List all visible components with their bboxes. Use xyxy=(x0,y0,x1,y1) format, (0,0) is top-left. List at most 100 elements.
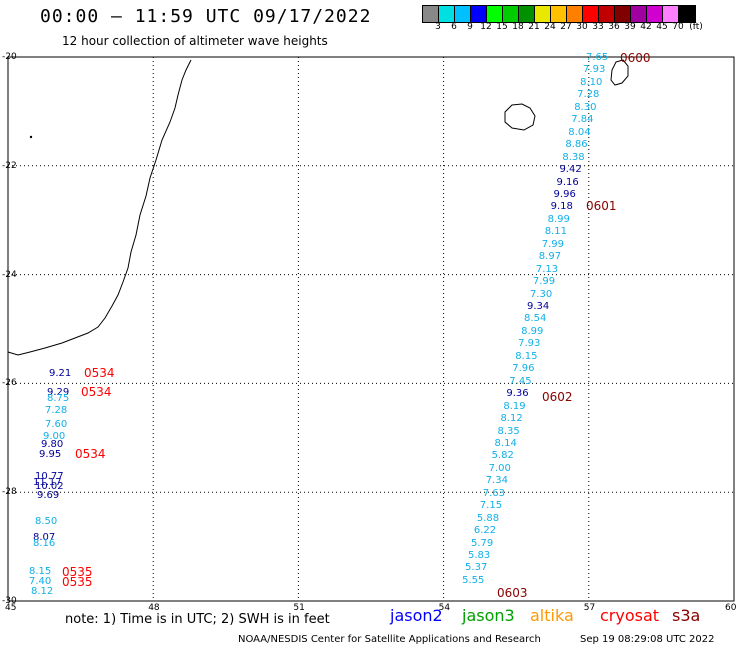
wave-height-label: 9.69 xyxy=(37,490,60,501)
wave-height-label: 9.16 xyxy=(556,176,579,188)
wave-height-label: 7.15 xyxy=(479,500,503,512)
scale-label: 18 xyxy=(512,22,524,32)
scale-label: 24 xyxy=(544,22,556,32)
wave-height-label: 7.84 xyxy=(571,114,594,126)
latitude-label: -20 xyxy=(2,52,17,62)
wave-height-label: 5.37 xyxy=(465,562,488,574)
scale-swatch xyxy=(455,6,471,22)
pass-time-label: 0535 xyxy=(62,565,93,579)
wave-height-label: 7.30 xyxy=(529,288,553,300)
scale-swatch xyxy=(519,6,535,22)
scale-swatch xyxy=(583,6,599,22)
scale-label: 6 xyxy=(451,22,457,32)
scale-label: (ft) xyxy=(689,22,703,32)
footer-credit: NOAA/NESDIS Center for Satellite Applica… xyxy=(238,634,541,645)
latitude-label: -28 xyxy=(2,487,17,498)
scale-swatch xyxy=(471,6,487,22)
wave-height-label: 5.79 xyxy=(470,537,494,549)
wave-height-label: 8.97 xyxy=(538,251,562,263)
wave-height-label: 8.07 xyxy=(33,532,56,543)
pass-time-label: 0602 xyxy=(542,390,573,404)
wave-height-label: 7.45 xyxy=(509,375,532,387)
latitude-label: -30 xyxy=(2,596,17,606)
satellite-legend-item: cryosat xyxy=(600,606,660,625)
scale-label: 36 xyxy=(608,22,620,32)
scale-swatch xyxy=(679,6,695,22)
scale-label: 39 xyxy=(624,22,636,32)
pass-time-label: 0534 xyxy=(81,385,112,399)
pass-time-label: 0534 xyxy=(84,366,115,380)
wave-height-label: 8.86 xyxy=(565,139,588,151)
scale-label: 27 xyxy=(560,22,572,32)
wave-height-label: 11.17 xyxy=(33,477,62,488)
pass-time-label: 0601 xyxy=(586,199,617,213)
wave-height-label: 7.65 xyxy=(586,52,609,63)
footer-timestamp: Sep 19 08:29:08 UTC 2022 xyxy=(580,634,715,645)
wave-height-label: 7.28 xyxy=(577,89,600,101)
wave-height-label: 7.63 xyxy=(482,487,506,499)
latitude-label: -24 xyxy=(2,269,17,280)
wave-height-label: 8.30 xyxy=(574,101,597,113)
scale-label: 30 xyxy=(576,22,588,32)
scale-swatch xyxy=(663,6,679,22)
wave-height-label: 10.02 xyxy=(35,481,64,492)
wave-height-label: 8.10 xyxy=(580,76,603,88)
wave-height-label: 8.15 xyxy=(515,350,538,362)
wave-height-map xyxy=(7,56,735,602)
scale-label: 42 xyxy=(640,22,652,32)
color-scale-labels: 3 6 9 12 15 18 21 24 27 30 33 36 39 42 45 70 (ft) xyxy=(422,22,740,34)
wave-height-label: 8.38 xyxy=(562,151,585,163)
longitude-label: 48 xyxy=(148,603,160,613)
scale-swatch xyxy=(615,6,631,22)
scale-swatch xyxy=(503,6,519,22)
wave-height-label: 9.36 xyxy=(506,388,529,400)
longitude-label: 54 xyxy=(438,603,451,613)
longitude-label: 45 xyxy=(5,603,17,613)
map-frame xyxy=(7,56,735,602)
wave-height-label: 8.16 xyxy=(33,538,56,549)
wave-height-color-scale xyxy=(422,5,696,23)
scale-label: 45 xyxy=(656,22,668,32)
map-title: 00:00 – 11:59 UTC 09/17/2022 xyxy=(40,6,372,27)
wave-height-label: 9.29 xyxy=(47,387,70,398)
reunion-island xyxy=(504,103,536,131)
scale-label: 21 xyxy=(528,22,540,32)
lat-lon-grid xyxy=(8,57,734,601)
wave-height-label: 8.35 xyxy=(497,425,520,437)
wave-height-label: 8.19 xyxy=(503,400,526,412)
wave-height-label: 7.60 xyxy=(45,419,68,430)
wave-height-label: 7.96 xyxy=(512,363,535,375)
wave-height-label: 8.12 xyxy=(31,586,54,597)
scale-swatch xyxy=(487,6,503,22)
scale-swatch xyxy=(535,6,551,22)
scale-label: 33 xyxy=(592,22,604,32)
small-islet xyxy=(29,135,33,139)
wave-height-label: 5.88 xyxy=(476,512,500,524)
wave-height-label: 7.93 xyxy=(583,64,606,76)
pass-time-label: 0603 xyxy=(497,586,528,600)
madagascar-coastline xyxy=(7,59,192,356)
scale-swatch xyxy=(423,6,439,22)
satellite-legend-item: s3a xyxy=(672,606,701,625)
wave-height-label: 7.99 xyxy=(541,238,565,250)
scale-swatch xyxy=(631,6,647,22)
wave-height-label: 9.80 xyxy=(41,439,64,450)
scale-label: 15 xyxy=(496,22,508,32)
wave-height-label: 5.83 xyxy=(468,550,491,561)
wave-height-label: 9.42 xyxy=(559,164,582,176)
wave-height-label: 8.75 xyxy=(47,393,70,404)
wave-height-label: 6.22 xyxy=(473,525,497,537)
wave-height-label: 7.00 xyxy=(488,462,511,474)
wave-height-label: 7.93 xyxy=(518,338,541,350)
footer-note: note: 1) Time is in UTC; 2) SWH is in fe… xyxy=(65,612,330,627)
scale-swatch xyxy=(647,6,663,22)
scale-swatch xyxy=(439,6,455,22)
wave-height-label: 9.34 xyxy=(527,301,550,312)
wave-height-label: 8.04 xyxy=(568,126,591,138)
scale-label: 3 xyxy=(435,22,441,32)
wave-height-label: 8.15 xyxy=(29,566,52,577)
scale-swatch xyxy=(567,6,583,22)
wave-height-label: 7.99 xyxy=(532,276,556,288)
latitude-label: -26 xyxy=(2,378,17,389)
pass-time-label: 0535 xyxy=(62,575,93,589)
